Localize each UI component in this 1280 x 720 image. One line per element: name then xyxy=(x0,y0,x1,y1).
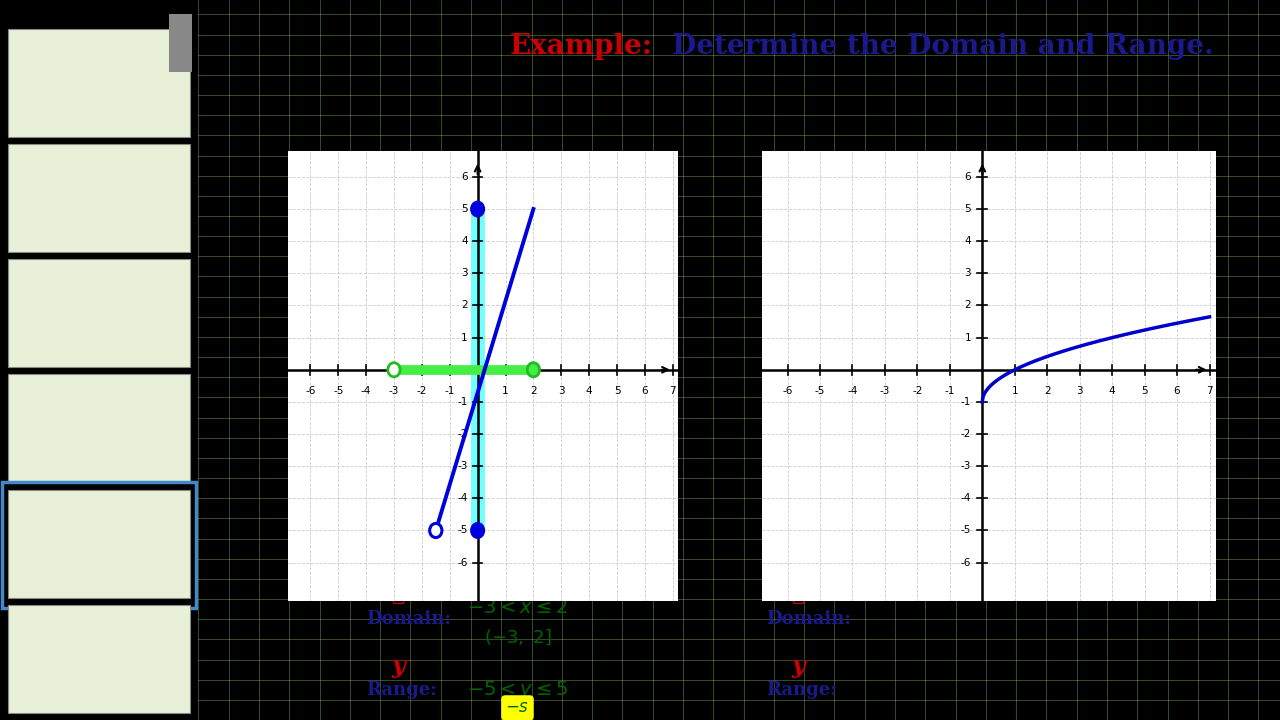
Text: -4: -4 xyxy=(361,386,371,396)
Circle shape xyxy=(430,523,442,538)
Text: -6: -6 xyxy=(960,557,972,567)
Text: 2: 2 xyxy=(964,300,972,310)
Text: 4: 4 xyxy=(964,236,972,246)
Text: -3: -3 xyxy=(389,386,399,396)
Text: -1: -1 xyxy=(444,386,454,396)
Text: ✕: ✕ xyxy=(392,583,406,605)
Text: -5: -5 xyxy=(960,526,972,536)
Text: -2: -2 xyxy=(960,429,972,439)
Text: ✕: ✕ xyxy=(792,583,805,605)
Text: 2: 2 xyxy=(461,300,468,310)
Text: -6: -6 xyxy=(782,386,792,396)
Text: Range:: Range: xyxy=(767,681,837,698)
Text: 3: 3 xyxy=(558,386,564,396)
Text: 6: 6 xyxy=(964,172,972,182)
Text: Example:: Example: xyxy=(509,33,653,60)
Text: $-5 < y \leq 5$: $-5 < y \leq 5$ xyxy=(467,679,568,701)
Text: $(-3,\ 2]$: $(-3,\ 2]$ xyxy=(484,627,552,647)
Text: 5: 5 xyxy=(613,386,621,396)
Text: 4: 4 xyxy=(461,236,468,246)
Text: Domain:: Domain: xyxy=(767,610,851,628)
Text: -5: -5 xyxy=(815,386,826,396)
Text: -5: -5 xyxy=(457,526,468,536)
Text: -2: -2 xyxy=(913,386,923,396)
FancyBboxPatch shape xyxy=(8,29,191,137)
Text: -4: -4 xyxy=(847,386,858,396)
Text: -4: -4 xyxy=(457,493,468,503)
Circle shape xyxy=(471,202,484,216)
FancyBboxPatch shape xyxy=(8,605,191,713)
Text: 2: 2 xyxy=(530,386,536,396)
Text: 6: 6 xyxy=(461,172,468,182)
Text: 7: 7 xyxy=(669,386,676,396)
Text: Determine the Domain and Range.: Determine the Domain and Range. xyxy=(653,33,1213,60)
Text: 7: 7 xyxy=(1206,386,1213,396)
FancyBboxPatch shape xyxy=(8,259,191,367)
Text: -4: -4 xyxy=(960,493,972,503)
Text: 1: 1 xyxy=(964,333,972,343)
Text: -3: -3 xyxy=(960,462,972,471)
Text: -6: -6 xyxy=(305,386,315,396)
Text: -1: -1 xyxy=(960,397,972,407)
Text: -1: -1 xyxy=(945,386,955,396)
Text: -6: -6 xyxy=(457,557,468,567)
Text: 3: 3 xyxy=(1076,386,1083,396)
Text: $-s$: $-s$ xyxy=(506,699,530,716)
Text: 5: 5 xyxy=(964,204,972,214)
FancyBboxPatch shape xyxy=(8,144,191,252)
Text: 3: 3 xyxy=(461,269,468,279)
Text: 1: 1 xyxy=(461,333,468,343)
Text: 6: 6 xyxy=(641,386,648,396)
Text: -2: -2 xyxy=(417,386,428,396)
Text: y: y xyxy=(792,654,805,678)
Text: 1: 1 xyxy=(502,386,509,396)
Text: $-3 < x \leq 2$: $-3 < x \leq 2$ xyxy=(467,599,568,618)
FancyBboxPatch shape xyxy=(8,490,191,598)
Text: y: y xyxy=(392,654,406,678)
Text: 4: 4 xyxy=(1108,386,1115,396)
Text: Domain:: Domain: xyxy=(366,610,451,628)
FancyBboxPatch shape xyxy=(8,374,191,482)
Circle shape xyxy=(388,363,401,377)
Text: 4: 4 xyxy=(586,386,593,396)
Text: -5: -5 xyxy=(333,386,343,396)
Text: Range:: Range: xyxy=(366,681,436,698)
Text: 6: 6 xyxy=(1174,386,1180,396)
Circle shape xyxy=(471,523,484,538)
Text: -3: -3 xyxy=(457,462,468,471)
Circle shape xyxy=(527,363,540,377)
Bar xyxy=(169,14,192,72)
Text: 2: 2 xyxy=(1044,386,1051,396)
Text: 5: 5 xyxy=(461,204,468,214)
Text: -1: -1 xyxy=(457,397,468,407)
Text: -3: -3 xyxy=(879,386,890,396)
Text: -2: -2 xyxy=(457,429,468,439)
Text: 1: 1 xyxy=(1011,386,1018,396)
Text: 3: 3 xyxy=(964,269,972,279)
Text: 5: 5 xyxy=(1142,386,1148,396)
